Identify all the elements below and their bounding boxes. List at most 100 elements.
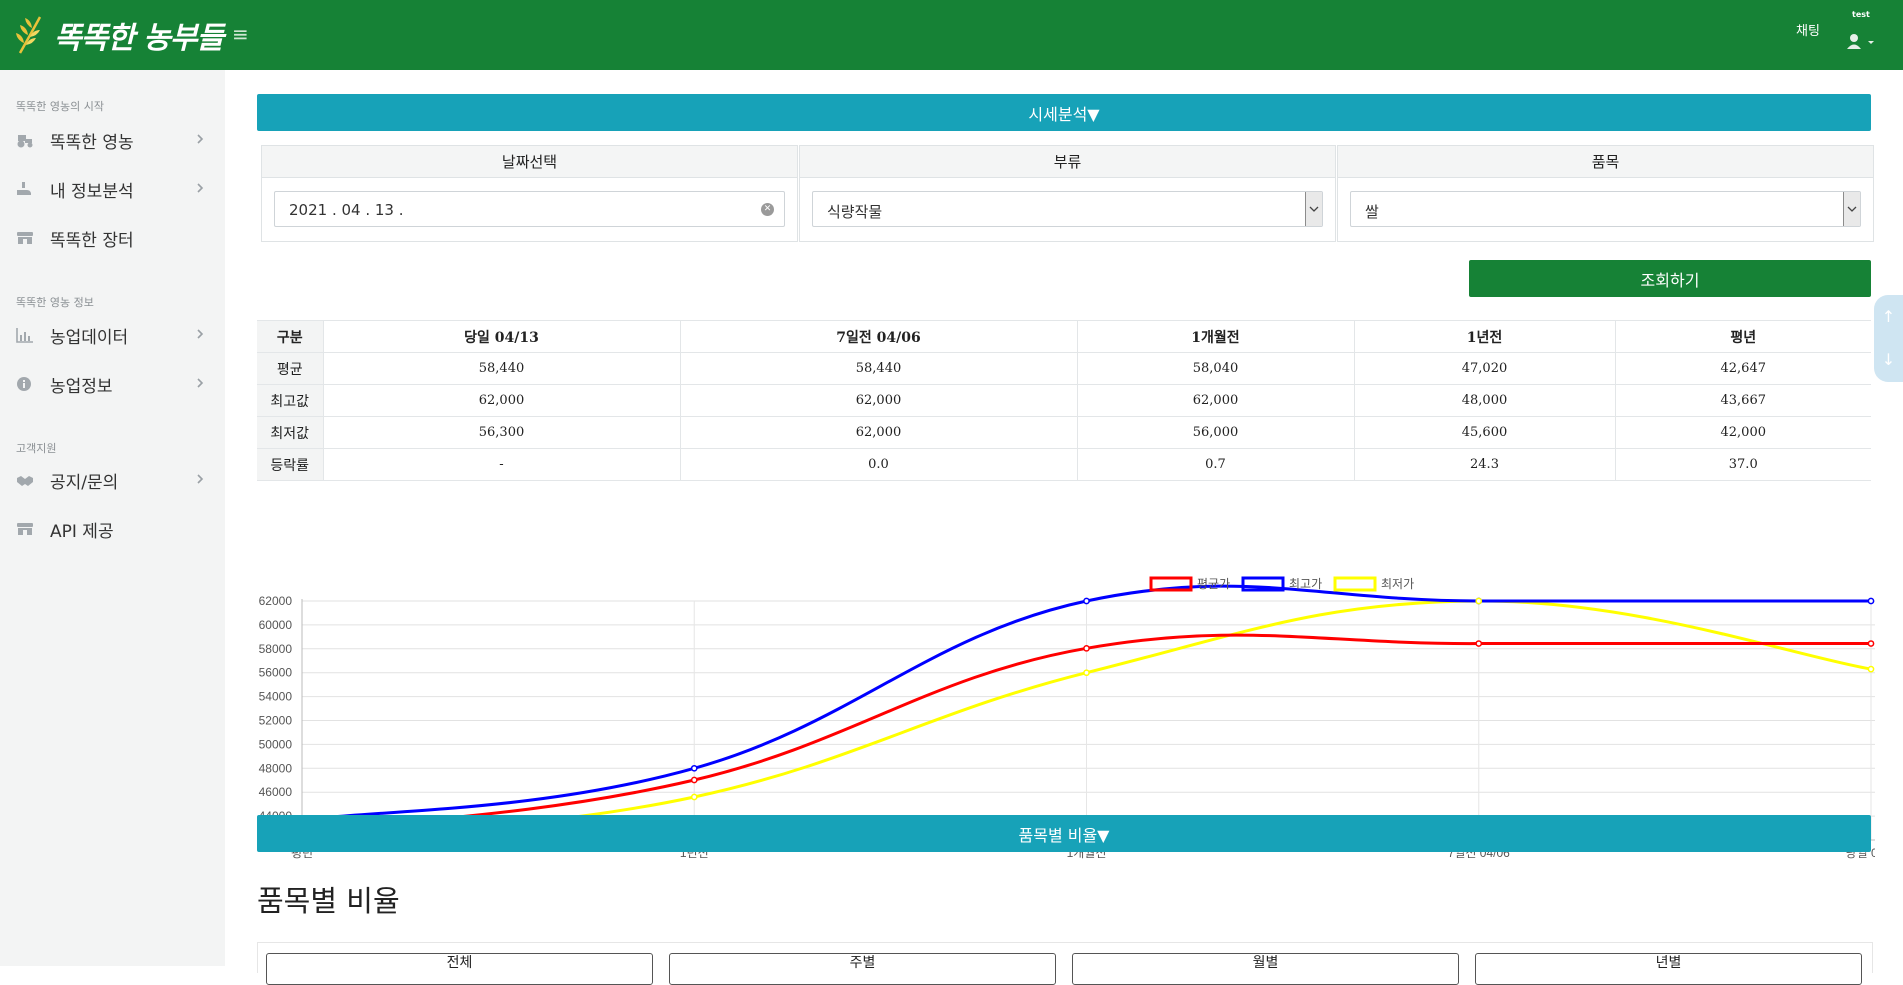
y-tick-label: 62000 <box>259 594 293 608</box>
sidebar-item-farm-data[interactable]: 농업데이터 <box>0 317 225 353</box>
y-tick-label: 54000 <box>259 690 293 704</box>
user-menu[interactable]: test <box>1840 10 1890 60</box>
logo-text: 똑똑한 농부들 <box>54 21 224 56</box>
user-name: test <box>1852 10 1870 19</box>
ratio-tab-weekly[interactable]: 주별 <box>669 953 1056 985</box>
table-cell: 0.7 <box>1076 448 1354 481</box>
legend-swatch <box>1149 576 1193 592</box>
table-cell: 48,000 <box>1353 384 1615 417</box>
date-filter-label: 날짜선택 <box>262 146 797 178</box>
sidebar-item-label: 내 정보분석 <box>50 181 134 202</box>
store-icon <box>17 523 33 535</box>
table-cell: 56,300 <box>322 416 680 449</box>
data-point <box>1867 640 1875 647</box>
price-table: 구분 당일 04/13 7일전 04/06 1개월전 1년전 평년 평균 58,… <box>257 320 1871 481</box>
sidebar-section-title: 똑똑한 영농 정보 <box>16 296 94 309</box>
date-input[interactable]: 2021 . 04 . 13 . ✕ <box>274 191 785 227</box>
data-point <box>1475 597 1483 605</box>
table-cell: 최고값 <box>257 384 323 417</box>
table-header-row: 구분 당일 04/13 7일전 04/06 1개월전 1년전 평년 <box>257 320 1871 353</box>
chat-link[interactable]: 채팅 <box>1796 24 1820 39</box>
y-tick-label: 56000 <box>259 666 293 680</box>
table-cell: 58,040 <box>1076 352 1354 385</box>
table-cell: 등락률 <box>257 448 323 481</box>
sidebar-item-api[interactable]: API 제공 <box>0 511 225 547</box>
table-header-cell: 구분 <box>257 320 323 353</box>
table-cell: 0.0 <box>679 448 1077 481</box>
table-cell: 43,667 <box>1614 384 1871 417</box>
data-point <box>1475 640 1483 647</box>
wheat-logo-icon <box>16 16 42 54</box>
ratio-tab-monthly[interactable]: 월별 <box>1072 953 1459 985</box>
chevron-right-icon <box>197 183 204 193</box>
table-cell: 58,440 <box>322 352 680 385</box>
data-point <box>690 776 698 784</box>
table-cell: 42,647 <box>1614 352 1871 385</box>
y-tick-label: 48000 <box>259 761 293 775</box>
category-filter-label: 부류 <box>800 146 1335 178</box>
table-header-cell: 7일전 04/06 <box>679 320 1077 353</box>
data-point <box>1867 665 1875 673</box>
y-tick-label: 58000 <box>259 642 293 656</box>
scroll-up-icon[interactable]: ↑ <box>1881 307 1896 326</box>
table-cell: 58,440 <box>679 352 1077 385</box>
data-point <box>1083 597 1090 605</box>
chevron-right-icon <box>197 329 204 339</box>
ratio-tab-all[interactable]: 전체 <box>266 953 653 985</box>
sidebar-section-title: 똑똑한 영농의 시작 <box>16 100 104 113</box>
chevron-down-icon[interactable] <box>1305 192 1322 226</box>
sidebar-item-farm-info[interactable]: 농업정보 <box>0 366 225 402</box>
data-point <box>1867 597 1875 605</box>
tractor-icon <box>17 135 33 148</box>
caret-down-icon <box>1868 41 1874 44</box>
table-cell: 47,020 <box>1353 352 1615 385</box>
category-value: 식량작물 <box>827 203 883 221</box>
data-point <box>690 793 698 801</box>
table-row: 최고값 62,000 62,000 62,000 48,000 43,667 <box>257 384 1871 417</box>
table-cell: 최저값 <box>257 416 323 449</box>
sidebar-item-notice-inquiry[interactable]: 공지/문의 <box>0 462 225 498</box>
legend-swatch <box>1241 576 1285 592</box>
sidebar-section-title: 고객지원 <box>16 442 57 455</box>
sidebar-item-label: 똑똑한 장터 <box>50 230 134 251</box>
table-row: 등락률 - 0.0 0.7 24.3 37.0 <box>257 448 1871 481</box>
sidebar-item-market[interactable]: 똑똑한 장터 <box>0 220 225 256</box>
item-filter-label: 품목 <box>1338 146 1873 178</box>
clear-icon[interactable]: ✕ <box>761 203 774 216</box>
item-select[interactable]: 쌀 <box>1350 191 1861 227</box>
user-icon <box>1847 34 1874 49</box>
ratio-toggle[interactable]: 품목별 비율▼ <box>257 815 1871 852</box>
item-value: 쌀 <box>1365 203 1379 221</box>
menu-toggle-icon[interactable]: ≡ <box>232 22 249 46</box>
bar-chart-icon <box>16 328 33 343</box>
data-point <box>690 764 698 772</box>
search-button[interactable]: 조회하기 <box>1469 260 1871 297</box>
chevron-down-icon[interactable] <box>1843 192 1860 226</box>
sidebar-item-label: API 제공 <box>50 521 114 542</box>
legend-label: 평균가 <box>1197 577 1230 591</box>
logo[interactable]: 똑똑한 농부들 <box>14 10 224 60</box>
table-header-cell: 1개월전 <box>1076 320 1354 353</box>
main-content: 시세분석▼ 날짜선택 2021 . 04 . 13 . ✕ 부류 식량작물 품목… <box>225 70 1903 985</box>
date-value: 2021 . 04 . 13 . <box>289 201 404 219</box>
table-cell: - <box>322 448 680 481</box>
sidebar-item-label: 똑똑한 영농 <box>50 132 134 153</box>
chevron-right-icon <box>197 474 204 484</box>
table-row: 최저값 56,300 62,000 56,000 45,600 42,000 <box>257 416 1871 449</box>
data-point <box>1083 669 1090 677</box>
legend-swatch <box>1333 576 1377 592</box>
handshake-icon <box>17 476 33 486</box>
price-line-chart: 4200044000460004800050000520005400056000… <box>259 576 1875 860</box>
category-select[interactable]: 식량작물 <box>812 191 1323 227</box>
ratio-tab-yearly[interactable]: 년별 <box>1475 953 1862 985</box>
scroll-down-icon[interactable]: ↓ <box>1881 350 1896 369</box>
sidebar: 똑똑한 영농의 시작 똑똑한 영농 내 정보분석 똑똑한 장터 똑똑한 영농 정… <box>0 70 225 966</box>
top-navbar: 똑똑한 농부들 ≡ 채팅 test <box>0 0 1903 70</box>
hand-coin-icon <box>17 182 31 195</box>
sidebar-item-label: 농업정보 <box>50 376 113 397</box>
table-row: 평균 58,440 58,440 58,040 47,020 42,647 <box>257 352 1871 385</box>
sidebar-item-my-analysis[interactable]: 내 정보분석 <box>0 171 225 207</box>
market-analysis-toggle[interactable]: 시세분석▼ <box>257 94 1871 131</box>
table-cell: 56,000 <box>1076 416 1354 449</box>
sidebar-item-smart-farming[interactable]: 똑똑한 영농 <box>0 122 225 158</box>
